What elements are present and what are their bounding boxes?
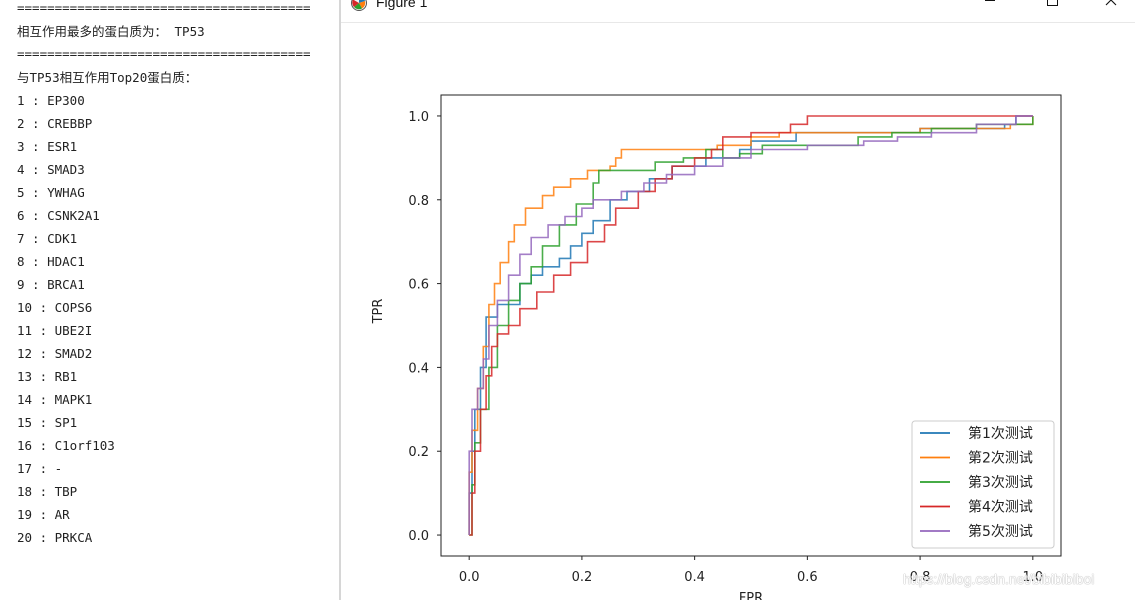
axis-ticks: 0.0 0.2 0.4 0.6 0.8 1.0 0.0 0.2 0.4 0.6 0.8 1.0 (408, 110, 1043, 585)
roc-curve-5 (468, 115, 1033, 535)
protein-list-item: 13 : RB1 (17, 369, 78, 384)
protein-list-item: 2 : CREBBP (17, 116, 93, 131)
roc-chart: 0.0 0.2 0.4 0.6 0.8 1.0 0.0 0.2 0.4 0.6 0.8 1.0 TPR… (371, 94, 1062, 600)
y-tick-label: 1.0 (408, 110, 429, 125)
y-tick-label: 0.0 (408, 529, 429, 544)
separator-line: ======================================= (17, 46, 311, 61)
x-tick-label: 0.4 (684, 570, 705, 585)
window-title: Figure 1 (376, 0, 428, 10)
separator-line: ======================================= (17, 0, 311, 15)
x-tick-label: 0.8 (910, 570, 931, 585)
protein-list-item: 16 : C1orf103 (17, 438, 115, 453)
y-tick-label: 0.8 (408, 194, 429, 209)
legend-label: 第4次测试 (968, 499, 1033, 516)
x-tick-label: 0.2 (572, 570, 593, 585)
protein-list-item: 4 : SMAD3 (17, 162, 85, 177)
roc-curve-2 (468, 116, 1034, 535)
maximize-icon[interactable] (1029, 0, 1075, 20)
protein-list-item: 7 : CDK1 (17, 231, 78, 246)
window-titlebar[interactable]: Figure 1 (341, 0, 1135, 23)
top-protein-line: 相互作用最多的蛋白质为： TP53 (17, 24, 205, 39)
protein-list-item: 15 : SP1 (17, 415, 78, 430)
roc-curve-4 (469, 115, 1033, 536)
minimize-icon[interactable] (966, 0, 1012, 20)
matplotlib-icon (351, 0, 367, 11)
protein-list-item: 19 : AR (17, 507, 70, 522)
x-tick-label: 1.0 (1022, 570, 1043, 585)
x-tick-label: 0.0 (459, 570, 480, 585)
legend-label: 第5次测试 (968, 523, 1033, 540)
y-tick-label: 0.4 (408, 361, 429, 376)
x-axis-label: FPR (739, 591, 763, 600)
legend-label: 第3次测试 (968, 474, 1033, 491)
protein-list-item: 6 : CSNK2A1 (17, 208, 100, 223)
legend-box (911, 420, 1055, 549)
roc-curves (468, 115, 1034, 536)
legend-label: 第1次测试 (968, 425, 1033, 442)
top20-header: 与TP53相互作用Top20蛋白质： (17, 70, 198, 85)
pane-divider[interactable] (339, 0, 341, 600)
protein-list-item: 9 : BRCA1 (17, 277, 85, 292)
watermark-text: https://blog.csdn.net/bibibibiboi (903, 571, 1095, 587)
legend-label: 第2次测试 (968, 450, 1033, 467)
protein-list-item: 14 : MAPK1 (17, 392, 93, 407)
protein-list-item: 18 : TBP (17, 484, 78, 499)
protein-list-item: 5 : YWHAG (17, 185, 85, 200)
y-axis-label: TPR (371, 299, 386, 325)
console-output-pane: ======================================= … (0, 0, 339, 600)
protein-list-item: 20 : PRKCA (17, 530, 93, 545)
protein-list-item: 11 : UBE2I (17, 323, 93, 338)
protein-list-item: 1 : EP300 (17, 93, 85, 108)
roc-curve-3 (469, 116, 1034, 536)
y-tick-label: 0.2 (408, 445, 429, 460)
protein-list-item: 12 : SMAD2 (17, 346, 93, 361)
protein-list-item: 10 : COPS6 (17, 300, 93, 315)
y-tick-label: 0.6 (408, 278, 429, 293)
protein-list-item: 3 : ESR1 (17, 139, 78, 154)
figure-window: Figure 1 0.0 0.2 0.4 0.6 0.8 1.0 0.0 0.2 0.4 0.6 0… (341, 0, 1135, 600)
protein-list-item: 17 : - (17, 461, 63, 476)
x-tick-label: 0.6 (797, 570, 818, 585)
protein-list-item: 8 : HDAC1 (17, 254, 85, 269)
close-icon[interactable] (1088, 0, 1134, 20)
